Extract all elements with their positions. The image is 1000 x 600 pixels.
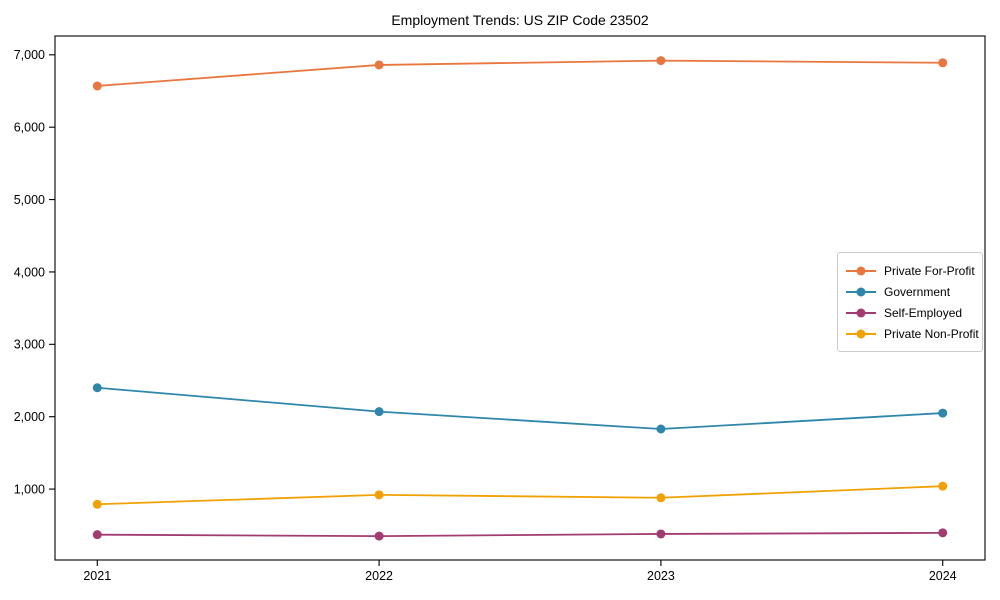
y-tick-label: 4,000 (14, 265, 45, 279)
legend-marker-dot (856, 287, 866, 296)
series-line-government (97, 386, 943, 430)
legend-label: Private For-Profit (884, 263, 975, 278)
legend: Private For-Profit Government Self-Employe… (837, 252, 983, 352)
series-marker-private-non-profit (938, 481, 948, 491)
series-marker-self-employed (938, 528, 948, 538)
series-marker-private-for-profit (938, 58, 948, 68)
series-marker-self-employed (92, 530, 102, 540)
x-tick-label-2024: 2024 (929, 569, 957, 583)
legend-marker-dot (856, 308, 866, 317)
legend-marker-dot (856, 329, 866, 338)
legend-line-sample (846, 266, 876, 275)
legend-item-private-non-profit: Private Non-Profit (846, 323, 979, 344)
series-marker-self-employed (656, 529, 666, 539)
y-tick-label: 6,000 (14, 121, 45, 135)
series-marker-private-for-profit (92, 81, 102, 91)
series-marker-private-non-profit (374, 490, 384, 500)
series-marker-private-non-profit (656, 493, 666, 503)
y-tick-label: 5,000 (14, 193, 45, 207)
y-tick-label: 3,000 (14, 338, 45, 352)
series-marker-private-for-profit (656, 56, 666, 66)
y-tick-label: 2,000 (14, 410, 45, 424)
series-marker-government (92, 383, 102, 393)
x-tick-label-2023: 2023 (647, 569, 675, 583)
series-line-private-for-profit (97, 59, 943, 87)
series-marker-private-non-profit (92, 499, 102, 509)
series-line-private-non-profit (97, 485, 943, 506)
legend-line-sample (846, 308, 876, 317)
series-line-self-employed (97, 531, 943, 538)
legend-marker-dot (856, 266, 866, 275)
series-marker-government (374, 407, 384, 417)
series-marker-government (938, 408, 948, 418)
y-tick-label: 7,000 (14, 48, 45, 62)
x-tick-label-2022: 2022 (365, 569, 393, 583)
legend-label: Self-Employed (884, 305, 963, 320)
legend-label: Private Non-Profit (884, 326, 979, 341)
series-marker-private-for-profit (374, 60, 384, 70)
series-marker-government (656, 424, 666, 434)
legend-label: Government (884, 284, 951, 299)
legend-item-self-employed: Self-Employed (846, 302, 974, 323)
chart-title: Employment Trends: US ZIP Code 23502 (391, 12, 649, 28)
legend-item-private-for-profit: Private For-Profit (846, 260, 975, 281)
series-marker-self-employed (374, 531, 384, 541)
legend-line-sample (846, 287, 876, 296)
legend-line-sample (846, 329, 876, 338)
legend-item-government: Government (846, 281, 974, 302)
axes-frame (54, 35, 986, 561)
x-tick-label-2021: 2021 (83, 569, 111, 583)
y-tick-label: 1,000 (14, 482, 45, 496)
